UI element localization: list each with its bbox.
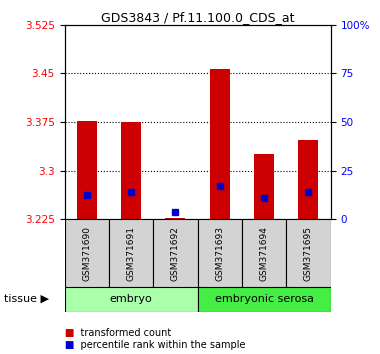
Text: ■: ■ <box>65 340 74 350</box>
Bar <box>298 140 318 219</box>
Text: embryo: embryo <box>110 294 152 304</box>
Text: GSM371693: GSM371693 <box>215 225 224 281</box>
Text: GSM371695: GSM371695 <box>304 225 313 281</box>
Bar <box>198 287 331 312</box>
Title: GDS3843 / Pf.11.100.0_CDS_at: GDS3843 / Pf.11.100.0_CDS_at <box>101 11 294 24</box>
Text: GSM371690: GSM371690 <box>82 225 91 281</box>
Text: GSM371694: GSM371694 <box>260 225 269 281</box>
Bar <box>242 219 286 287</box>
Bar <box>77 121 97 219</box>
Text: ■: ■ <box>65 328 74 338</box>
Text: GSM371692: GSM371692 <box>171 225 180 281</box>
Text: GSM371691: GSM371691 <box>127 225 136 281</box>
Bar <box>254 154 274 219</box>
Text: tissue ▶: tissue ▶ <box>4 294 49 304</box>
Bar <box>65 219 109 287</box>
Bar <box>121 122 141 219</box>
Text: ■  percentile rank within the sample: ■ percentile rank within the sample <box>65 340 245 350</box>
Bar <box>165 218 185 219</box>
Bar <box>109 219 153 287</box>
Bar <box>286 219 331 287</box>
Bar <box>210 69 230 219</box>
Text: embryonic serosa: embryonic serosa <box>215 294 314 304</box>
Bar <box>153 219 198 287</box>
Text: ■  transformed count: ■ transformed count <box>65 328 171 338</box>
Bar <box>198 219 242 287</box>
Bar <box>65 287 198 312</box>
